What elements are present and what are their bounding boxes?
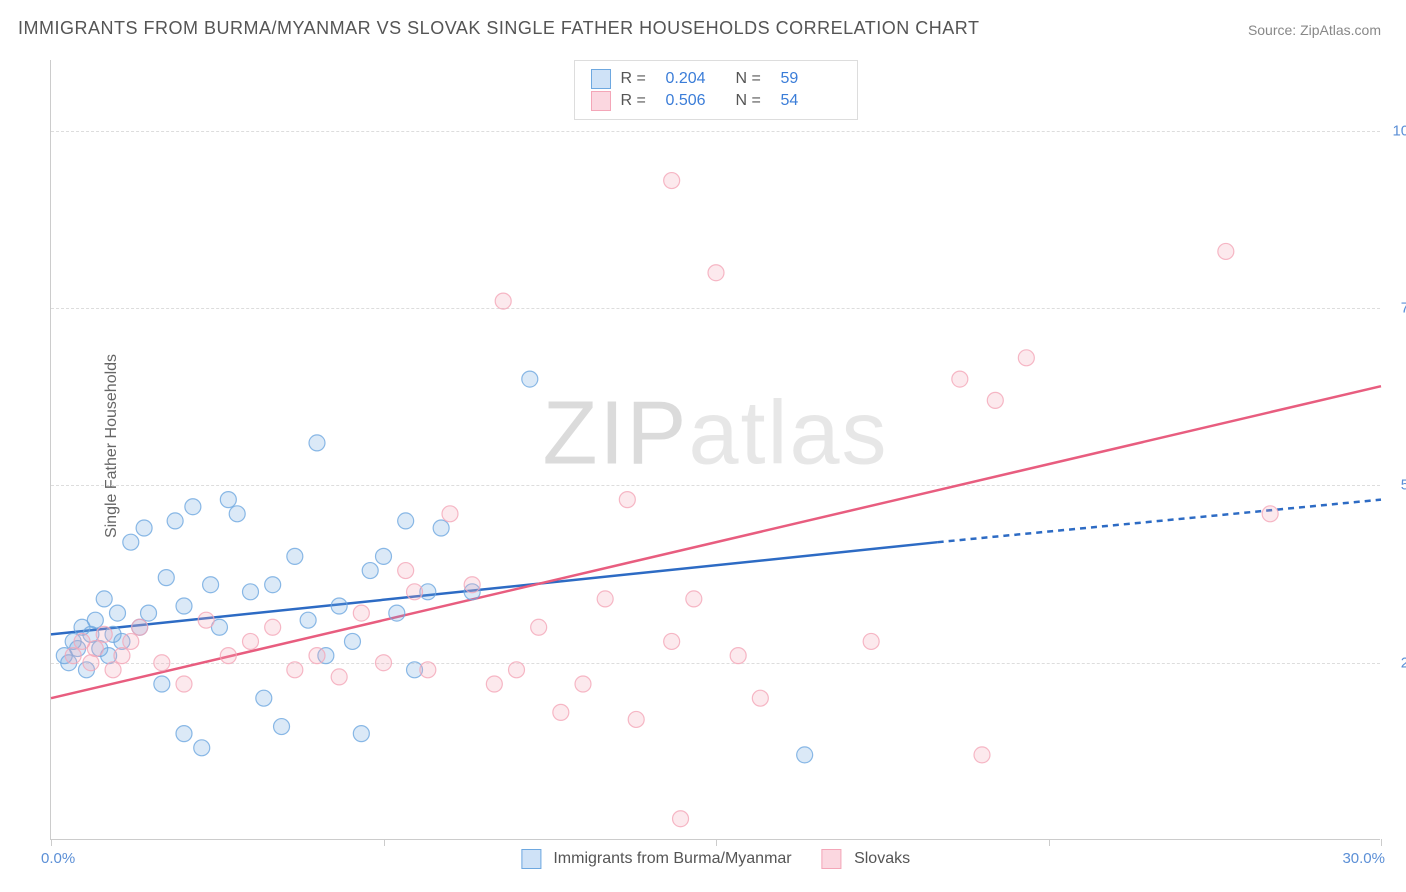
series-legend: Immigrants from Burma/Myanmar Slovaks <box>521 849 910 869</box>
legend-n-value: 54 <box>781 92 841 110</box>
legend-label: Immigrants from Burma/Myanmar <box>553 850 791 867</box>
y-tick-label: 5.0% <box>1385 477 1406 494</box>
legend-row: R = 0.506 N = 54 <box>591 91 841 111</box>
chart-title: IMMIGRANTS FROM BURMA/MYANMAR VS SLOVAK … <box>18 18 979 39</box>
legend-item: Immigrants from Burma/Myanmar <box>521 849 792 869</box>
legend-swatch-pink <box>822 849 842 869</box>
legend-swatch-blue <box>591 69 611 89</box>
chart-area: R = 0.204 N = 59 R = 0.506 N = 54 ZIPatl… <box>50 60 1380 840</box>
x-axis-min-label: 0.0% <box>41 850 75 867</box>
legend-r-label: R = <box>621 70 656 88</box>
scatter-plot <box>51 60 1380 839</box>
y-tick-label: 10.0% <box>1385 122 1406 139</box>
legend-n-label: N = <box>736 70 771 88</box>
x-tick <box>51 839 52 846</box>
legend-n-label: N = <box>736 92 771 110</box>
y-tick-label: 7.5% <box>1385 300 1406 317</box>
x-tick <box>716 839 717 846</box>
x-axis-max-label: 30.0% <box>1342 850 1385 867</box>
legend-swatch-blue <box>521 849 541 869</box>
legend-r-value: 0.506 <box>666 92 726 110</box>
correlation-legend: R = 0.204 N = 59 R = 0.506 N = 54 <box>574 60 858 120</box>
legend-n-value: 59 <box>781 70 841 88</box>
legend-swatch-pink <box>591 91 611 111</box>
legend-r-value: 0.204 <box>666 70 726 88</box>
source-attribution: Source: ZipAtlas.com <box>1248 22 1381 38</box>
x-tick <box>1049 839 1050 846</box>
x-tick <box>384 839 385 846</box>
legend-item: Slovaks <box>822 849 910 869</box>
legend-label: Slovaks <box>854 850 910 867</box>
legend-row: R = 0.204 N = 59 <box>591 69 841 89</box>
y-tick-label: 2.5% <box>1385 654 1406 671</box>
x-tick <box>1381 839 1382 846</box>
legend-r-label: R = <box>621 92 656 110</box>
